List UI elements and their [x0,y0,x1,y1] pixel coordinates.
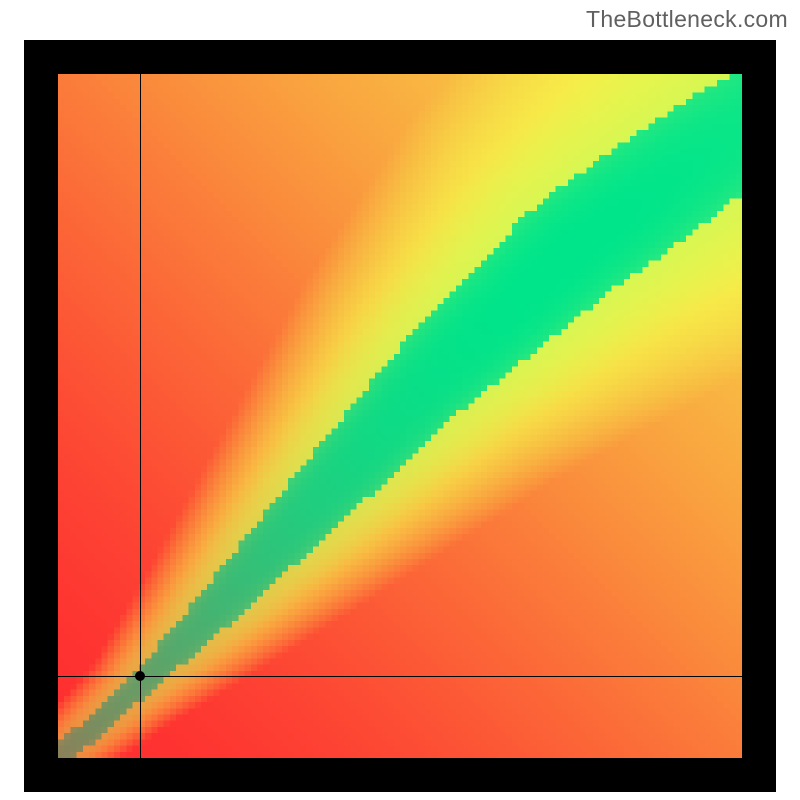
selection-marker [135,671,145,681]
crosshair-vertical [140,74,141,758]
bottleneck-heatmap [58,74,742,758]
attribution-text: TheBottleneck.com [586,6,788,33]
plot-area [58,74,742,758]
crosshair-horizontal [58,676,742,677]
